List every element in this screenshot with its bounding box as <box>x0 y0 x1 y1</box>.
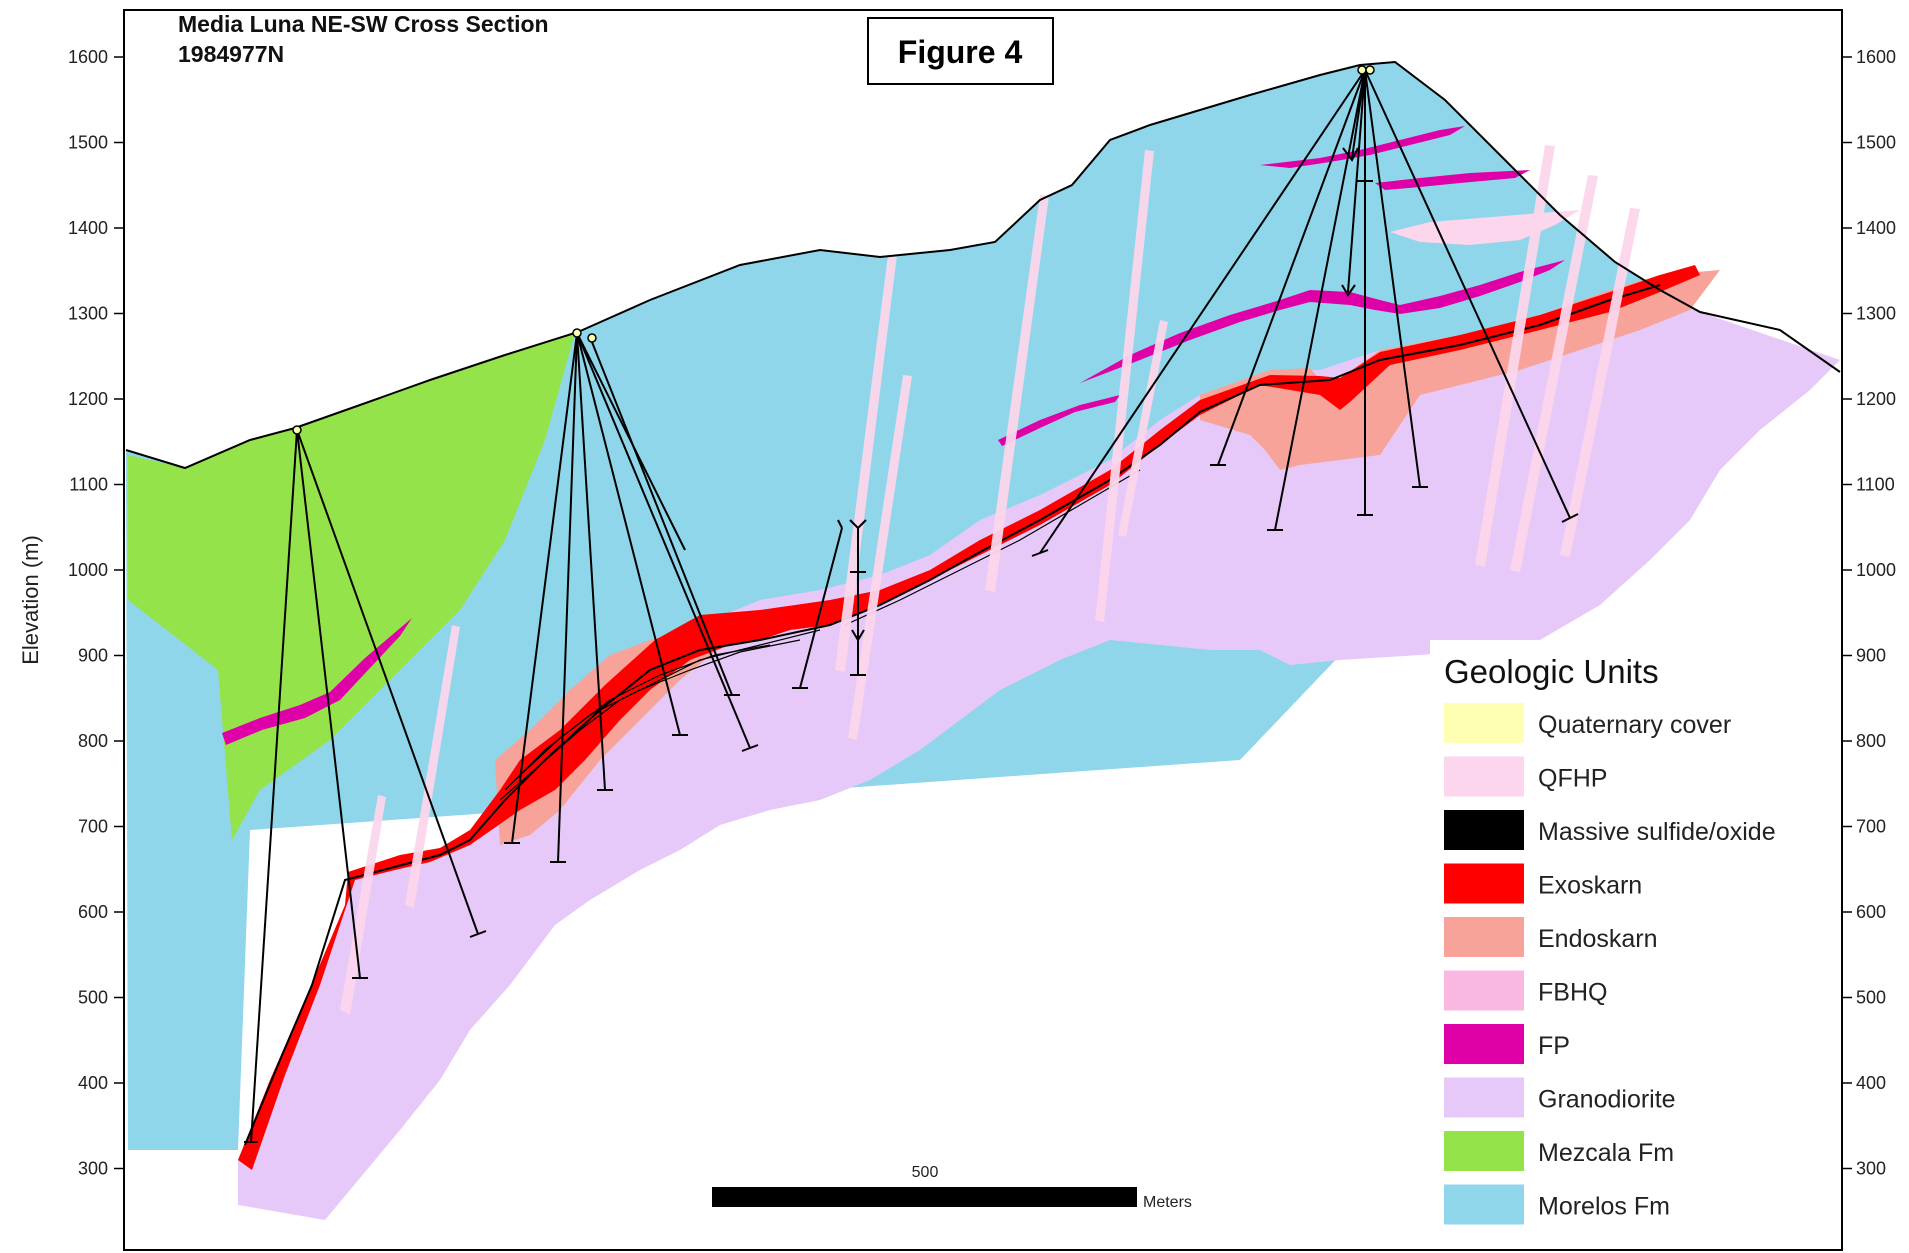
legend-swatch <box>1444 1131 1524 1171</box>
legend-label: Mezcala Fm <box>1538 1139 1674 1167</box>
y-tick-label-right: 1000 <box>1856 560 1896 580</box>
section-northing: 1984977N <box>178 41 284 67</box>
y-tick-label-left: 1100 <box>69 475 108 495</box>
y-tick-label-right: 900 <box>1856 646 1886 666</box>
unit-fp-dikes <box>222 126 1565 745</box>
legend-label: Morelos Fm <box>1538 1193 1670 1221</box>
legend-swatch <box>1444 810 1524 850</box>
unit-granodiorite <box>238 290 1840 1220</box>
drill-short-holes <box>792 519 867 689</box>
legend-items: Quaternary cover QFHP Massive sulfide/oxid… <box>1444 703 1776 1225</box>
scale-bar: 500 Meters <box>712 1164 1192 1211</box>
y-tick-label-right: 700 <box>1856 817 1886 837</box>
y-tick-label-right: 1500 <box>1856 133 1896 153</box>
legend: Geologic Units Quaternary cover QFHP Massi… <box>1430 640 1830 1240</box>
y-tick-label-right: 1100 <box>1856 475 1895 495</box>
legend-label: FP <box>1538 1032 1570 1060</box>
legend-swatch <box>1444 970 1524 1011</box>
drill-holes <box>244 65 1579 1143</box>
geologic-section <box>125 60 1841 1220</box>
y-tick-label-left: 1300 <box>68 304 108 324</box>
y-tick-label-right: 400 <box>1856 1073 1886 1093</box>
legend-swatch <box>1444 703 1524 743</box>
y-tick-label-left: 1600 <box>68 47 108 67</box>
y-tick-label-left: 500 <box>78 988 108 1008</box>
legend-title: Geologic Units <box>1444 653 1659 690</box>
legend-label: Massive sulfide/oxide <box>1538 818 1776 846</box>
legend-label: Endoskarn <box>1538 925 1658 953</box>
y-tick-label-right: 1600 <box>1856 47 1896 67</box>
legend-label: Exoskarn <box>1538 872 1642 900</box>
y-tick-label-left: 900 <box>78 646 108 666</box>
legend-label: Granodiorite <box>1538 1086 1676 1114</box>
legend-label: QFHP <box>1538 765 1607 793</box>
unit-endoskarn <box>1200 270 1720 470</box>
y-tick-label-left: 1500 <box>68 133 108 153</box>
figure-label-box <box>867 17 1054 85</box>
y-axis-left: 1600 1500 1400 1300 1200 1100 1000 900 800 700 600… <box>68 47 124 1179</box>
legend-label: Quaternary cover <box>1538 711 1731 739</box>
legend-label: FBHQ <box>1538 979 1607 1007</box>
unit-qfhp-sill <box>1390 210 1580 245</box>
y-tick-label-left: 400 <box>78 1073 108 1093</box>
legend-swatch <box>1444 863 1524 904</box>
y-tick-label-right: 1200 <box>1856 389 1896 409</box>
drill-collar-west <box>244 425 487 1143</box>
y-tick-label-left: 800 <box>78 731 108 751</box>
scale-bar-value: 500 <box>912 1164 939 1181</box>
y-tick-label-left: 1000 <box>68 560 108 580</box>
y-tick-label-right: 1400 <box>1856 218 1896 238</box>
y-axis-label: Elevation (m) <box>18 535 43 665</box>
y-tick-label-right: 1300 <box>1856 304 1896 324</box>
legend-swatch <box>1444 1077 1524 1118</box>
surface-topography <box>125 60 1841 470</box>
y-axis-right: 1600 1500 1400 1300 1200 1100 1000 900 800 700 600… <box>1842 47 1896 1179</box>
unit-mezcala-fm <box>128 333 575 840</box>
legend-swatch <box>1444 1024 1524 1064</box>
y-tick-label-right: 800 <box>1856 731 1886 751</box>
y-tick-label-left: 1400 <box>68 218 108 238</box>
y-tick-label-left: 300 <box>78 1159 108 1179</box>
y-tick-label-left: 1200 <box>68 389 108 409</box>
drill-collar-east <box>1031 65 1579 557</box>
figure-label: Figure 4 <box>898 34 1023 70</box>
y-tick-label-right: 300 <box>1856 1159 1886 1179</box>
y-tick-label-left: 600 <box>78 902 108 922</box>
section-title: Media Luna NE-SW Cross Section <box>178 11 549 37</box>
y-tick-label-left: 700 <box>78 817 108 837</box>
legend-swatch <box>1444 917 1524 957</box>
legend-swatch <box>1444 756 1524 797</box>
legend-swatch <box>1444 1184 1524 1225</box>
y-tick-label-right: 600 <box>1856 902 1886 922</box>
drill-collar-center <box>504 328 759 863</box>
y-tick-label-right: 500 <box>1856 988 1886 1008</box>
unit-fbhq-dikes <box>340 145 1640 1015</box>
scale-bar-unit: Meters <box>1143 1194 1192 1211</box>
